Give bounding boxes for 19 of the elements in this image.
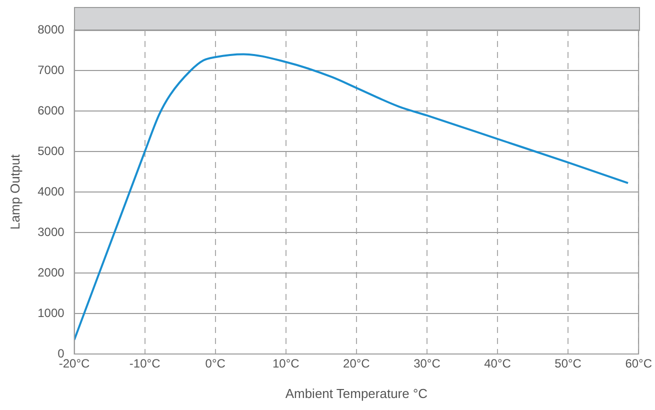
x-tick-label: 40°C [484, 356, 512, 371]
x-tick-label: 50°C [554, 356, 582, 371]
x-tick-label: 10°C [272, 356, 300, 371]
x-tick-label: 30°C [414, 356, 441, 371]
y-tick-label: 8000 [38, 22, 65, 36]
y-axis-title: Lamp Output [7, 154, 22, 230]
y-tick-label: 4000 [38, 184, 65, 198]
x-tick-label: 60°C [625, 356, 652, 371]
y-tick-label: 6000 [38, 103, 65, 118]
y-tick-label: 2000 [38, 265, 65, 280]
x-tick-label: -10°C [129, 356, 161, 371]
line-series [74, 53, 630, 341]
x-tick-label: 20°C [343, 356, 370, 371]
y-tick-label: 5000 [38, 144, 65, 158]
x-axis-title: Ambient Temperature °C [285, 386, 428, 401]
y-tick-label: 7000 [38, 62, 65, 77]
y-tick-label: 3000 [38, 224, 65, 239]
y-tick-label: 1000 [38, 306, 65, 320]
x-tick-label: 0°C [205, 356, 226, 371]
